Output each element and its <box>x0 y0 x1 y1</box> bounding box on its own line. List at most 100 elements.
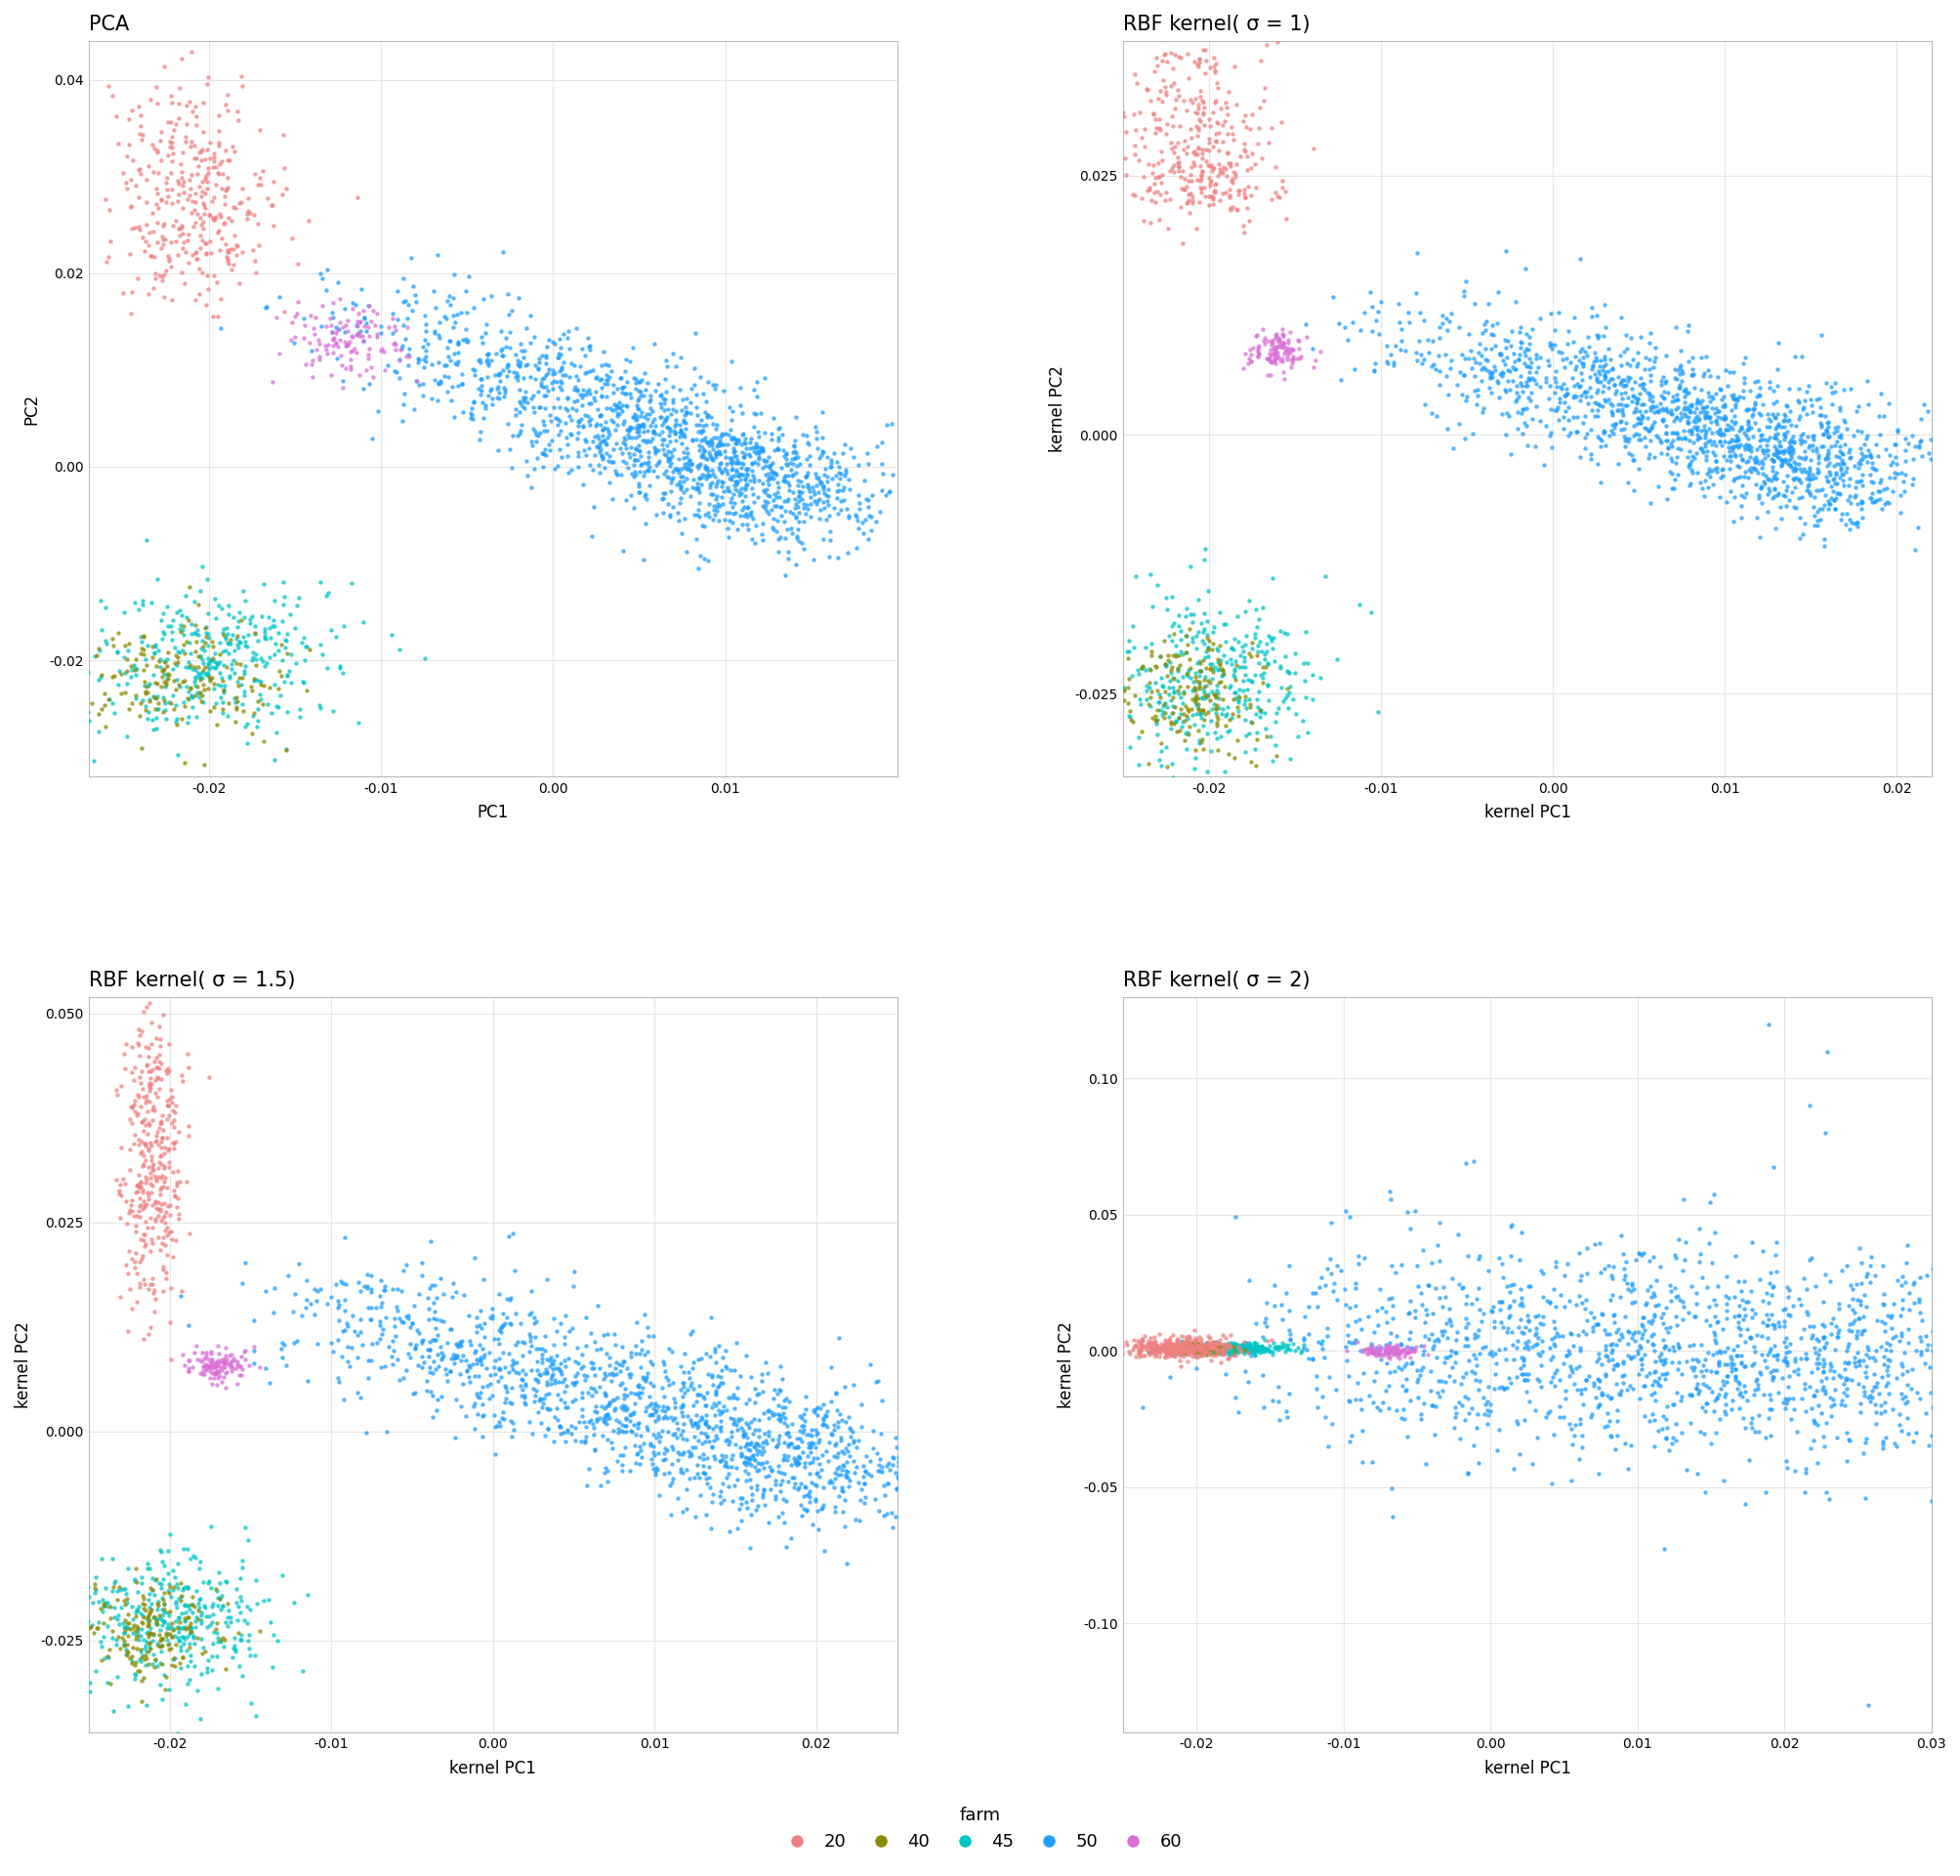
Point <box>382 1274 414 1304</box>
Point <box>445 1345 476 1375</box>
Point <box>488 1298 519 1328</box>
Point <box>1719 407 1750 437</box>
Point <box>1170 1326 1201 1356</box>
Point <box>1662 1332 1693 1362</box>
Point <box>1296 1343 1327 1373</box>
Point <box>566 334 598 364</box>
Point <box>1239 1334 1270 1364</box>
Point <box>833 503 864 533</box>
Point <box>1178 1338 1209 1368</box>
Point <box>116 1642 147 1672</box>
Point <box>719 448 751 478</box>
Point <box>1676 415 1707 445</box>
Point <box>1229 705 1260 735</box>
Point <box>188 144 220 174</box>
Point <box>1778 463 1809 493</box>
Point <box>1735 1403 1766 1433</box>
Point <box>196 1336 227 1366</box>
Point <box>145 1536 176 1566</box>
Point <box>1325 366 1356 396</box>
Point <box>1821 411 1852 441</box>
Point <box>180 681 212 711</box>
Point <box>1870 473 1901 503</box>
Point <box>629 1364 661 1394</box>
Point <box>1243 1338 1274 1368</box>
Point <box>800 1486 831 1516</box>
Point <box>1601 1349 1633 1379</box>
Point <box>133 1593 165 1623</box>
Point <box>141 694 172 724</box>
Point <box>1135 1332 1166 1362</box>
Point <box>1905 1326 1936 1356</box>
Point <box>341 310 372 340</box>
Point <box>1721 1373 1752 1403</box>
Point <box>621 445 653 475</box>
Point <box>655 426 686 456</box>
Point <box>1203 23 1235 53</box>
Point <box>1184 1334 1215 1364</box>
Point <box>1727 482 1758 512</box>
Point <box>655 400 686 430</box>
Point <box>1247 668 1278 698</box>
Point <box>1760 1339 1791 1369</box>
Point <box>1113 636 1145 666</box>
Point <box>1158 1338 1190 1368</box>
Point <box>1174 1334 1205 1364</box>
Point <box>1223 1334 1254 1364</box>
Point <box>1833 433 1864 463</box>
Point <box>1143 204 1174 234</box>
Point <box>153 1028 184 1058</box>
Point <box>159 1097 190 1127</box>
Point <box>1339 1274 1370 1304</box>
Point <box>1593 343 1625 373</box>
Point <box>621 1371 653 1401</box>
Point <box>755 1396 786 1426</box>
Point <box>1572 1360 1603 1390</box>
Point <box>733 433 764 463</box>
Point <box>727 1484 759 1514</box>
Point <box>527 1343 559 1373</box>
Point <box>676 424 708 454</box>
Point <box>122 1101 153 1131</box>
Point <box>802 1392 833 1422</box>
Point <box>719 1354 751 1384</box>
Point <box>635 1388 666 1418</box>
Point <box>1935 454 1960 484</box>
Point <box>1831 1332 1862 1362</box>
Point <box>1384 1328 1415 1358</box>
Point <box>1237 1336 1268 1366</box>
Point <box>1166 1332 1198 1362</box>
Point <box>596 446 627 477</box>
Point <box>169 619 200 649</box>
Point <box>1672 392 1703 422</box>
Point <box>1200 49 1231 79</box>
Point <box>202 1356 233 1386</box>
Point <box>1372 1332 1403 1362</box>
Point <box>1821 469 1852 499</box>
Point <box>1200 1336 1231 1366</box>
Point <box>282 287 314 317</box>
Point <box>361 319 392 349</box>
Point <box>1135 1323 1166 1353</box>
Point <box>1705 385 1737 415</box>
Point <box>202 1338 233 1368</box>
Point <box>1648 368 1680 398</box>
Point <box>600 415 631 445</box>
Point <box>1576 1313 1607 1343</box>
Point <box>1298 133 1329 163</box>
Point <box>682 416 713 446</box>
Point <box>137 1640 169 1670</box>
Point <box>853 523 884 553</box>
Point <box>1166 1338 1198 1368</box>
Point <box>1831 413 1862 443</box>
Point <box>1876 446 1907 477</box>
Point <box>1656 431 1688 461</box>
Point <box>1570 1233 1601 1263</box>
Point <box>171 602 202 632</box>
Point <box>122 1595 153 1625</box>
Point <box>1884 1300 1915 1330</box>
Point <box>1550 379 1582 409</box>
Point <box>114 129 145 159</box>
Point <box>1215 1336 1247 1366</box>
Point <box>1201 107 1233 137</box>
